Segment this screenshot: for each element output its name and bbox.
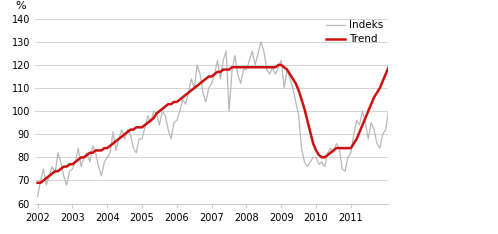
Indeks [426, 68, 432, 71]
Trend [180, 96, 186, 99]
Line: Trend: Trend [38, 44, 435, 183]
Trend [371, 96, 377, 99]
Trend [35, 181, 41, 184]
Trend [191, 87, 197, 89]
Indeks [191, 87, 197, 89]
Indeks [319, 161, 325, 163]
Text: %: % [15, 1, 26, 11]
Trend [426, 45, 432, 48]
Legend: Indeks, Trend: Indeks, Trend [326, 20, 383, 44]
Indeks [432, 63, 438, 66]
Indeks [412, 27, 418, 29]
Indeks [371, 128, 377, 131]
Indeks [180, 98, 186, 101]
Line: Indeks: Indeks [38, 28, 435, 197]
Indeks [261, 50, 267, 52]
Trend [319, 156, 325, 159]
Trend [261, 66, 267, 69]
Trend [432, 45, 438, 48]
Indeks [35, 195, 41, 198]
Trend [420, 43, 426, 46]
